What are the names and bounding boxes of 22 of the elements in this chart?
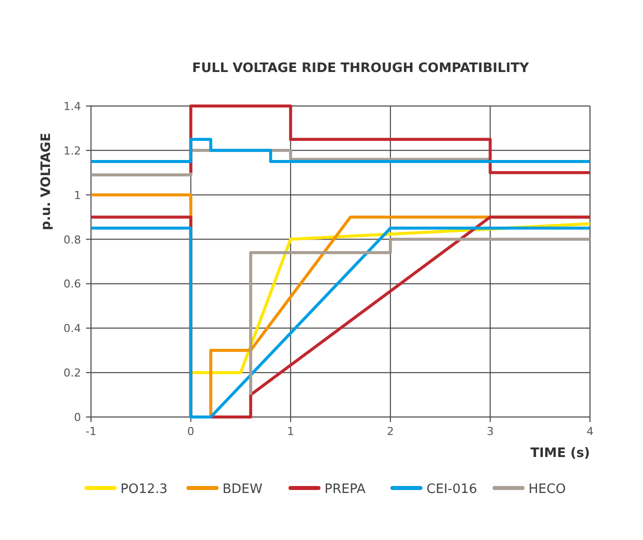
y-tick-label: 0.6 <box>64 278 81 291</box>
x-tick-label: 1 <box>287 425 294 438</box>
x-axis-title: TIME (s) <box>530 446 590 461</box>
y-tick-label: 1.2 <box>64 144 81 158</box>
legend-label: BDEW <box>222 482 263 497</box>
y-tick-label: 1 <box>74 188 81 202</box>
x-tick-label: 3 <box>486 425 494 438</box>
x-tick-label: -1 <box>86 425 96 438</box>
chart-title: FULL VOLTAGE RIDE THROUGH COMPATIBILITY <box>192 61 530 76</box>
legend-label: HECO <box>528 482 566 497</box>
y-tick-label: 0.2 <box>64 366 81 380</box>
legend-label: PO12.3 <box>120 482 168 497</box>
y-tick-label: 0.4 <box>64 322 81 336</box>
y-tick-label: 1.4 <box>64 100 81 113</box>
y-tick-label: 0.8 <box>64 233 81 246</box>
legend-label: PREPA <box>324 482 366 497</box>
y-tick-label: 0 <box>74 411 81 424</box>
legend-label: CEI-016 <box>426 482 478 497</box>
y-axis-title: p.u. VOLTAGE <box>39 132 54 230</box>
x-tick-label: 2 <box>386 425 394 438</box>
x-tick-label: 0 <box>187 425 194 438</box>
x-tick-label: 4 <box>586 425 594 438</box>
